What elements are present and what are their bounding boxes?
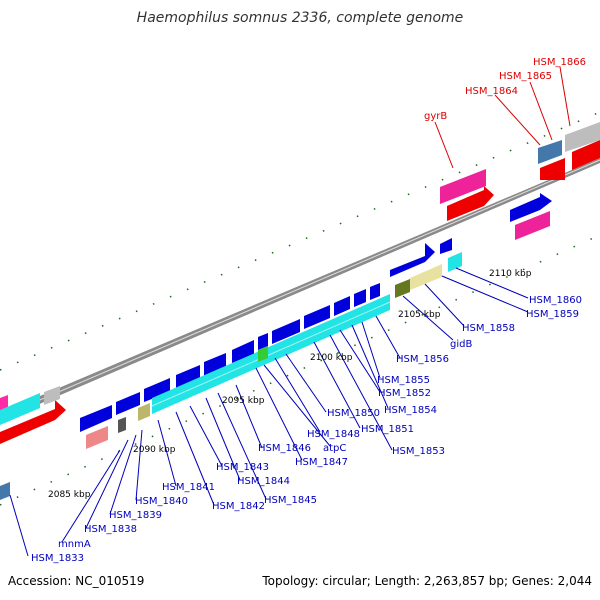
- gene-gyrB-magenta: [440, 169, 486, 204]
- gene-label: HSM_1843: [216, 462, 269, 473]
- gene-label: HSM_1844: [237, 476, 290, 487]
- gene-atpC-green: [258, 346, 268, 362]
- gene-label: HSM_1865: [499, 71, 552, 82]
- topology-text: Topology: circular; Length: 2,263,857 bp…: [261, 574, 592, 588]
- gene-label: HSM_1858: [462, 323, 515, 334]
- gene-label: gyrB: [424, 111, 447, 122]
- gene-khaki: [138, 403, 150, 421]
- gene-HSM_1864-red: [540, 158, 565, 180]
- gene-label: HSM_1845: [264, 495, 317, 506]
- genome-title: Haemophilus somnus 2336, complete genome: [137, 10, 464, 26]
- kbp-label: 2105 kbp: [398, 310, 441, 320]
- gene-pink-small: [86, 426, 108, 449]
- gene-label: HSM_1839: [109, 510, 162, 521]
- cyan-left-band: [0, 393, 40, 425]
- gene-grey-dark: [118, 417, 126, 433]
- kbp-label: 2085 kbp: [48, 490, 91, 500]
- gene-label: HSM_1852: [378, 388, 431, 399]
- gene-label: HSM_1853: [392, 446, 445, 457]
- gene-HSM_1866-grey: [565, 122, 600, 152]
- gene-gidB-olive: [395, 279, 410, 298]
- gene-khaki-large: [410, 264, 442, 290]
- leader-lines: [9, 66, 571, 557]
- gene-label: HSM_1854: [384, 405, 437, 416]
- genome-backbone: [0, 158, 600, 421]
- gene-HSM_1865-red: [572, 140, 600, 170]
- gene-label: HSM_1848: [307, 429, 360, 440]
- gene-gyrB-red: [447, 186, 494, 221]
- gene-label: HSM_1856: [396, 354, 449, 365]
- reverse-strand-track: [0, 122, 600, 444]
- gene-label: HSM_1860: [529, 295, 582, 306]
- kbp-label: 2090 kbp: [133, 445, 176, 455]
- gene-label: HSM_1847: [295, 457, 348, 468]
- gene-label: mnmA: [58, 539, 91, 550]
- gene-label: HSM_1841: [162, 482, 215, 493]
- gene-label: HSM_1833: [31, 553, 84, 564]
- accession-text: Accession: NC_010519: [8, 574, 144, 588]
- kbp-label: 2100 kbp: [310, 353, 353, 363]
- forward-strand-blue-track: [80, 193, 552, 432]
- gene-label: atpC: [323, 443, 346, 454]
- gene-steel-left: [0, 482, 10, 500]
- gene-label: HSM_1850: [327, 408, 380, 419]
- gene-reverse-red-left: [0, 400, 66, 444]
- gene-label: HSM_1866: [533, 57, 586, 68]
- kbp-label: 2095 kbp: [222, 396, 265, 406]
- gene-label: HSM_1846: [258, 443, 311, 454]
- gene-label: gidB: [450, 339, 472, 350]
- gene-label: HSM_1851: [361, 424, 414, 435]
- gene-label: HSM_1855: [377, 375, 430, 386]
- cyan-right-segment: [448, 252, 462, 272]
- gene-label: HSM_1838: [84, 524, 137, 535]
- gene-HSM_1865-steel: [538, 140, 562, 164]
- kbp-label: 2110 kbp: [489, 269, 532, 279]
- gene-label: HSM_1864: [465, 86, 518, 97]
- gene-label: HSM_1842: [212, 501, 265, 512]
- gene-grey-light-left: [44, 386, 60, 405]
- gene-label: HSM_1840: [135, 496, 188, 507]
- gene-magenta-right: [515, 211, 550, 240]
- gene-label: HSM_1859: [526, 309, 579, 320]
